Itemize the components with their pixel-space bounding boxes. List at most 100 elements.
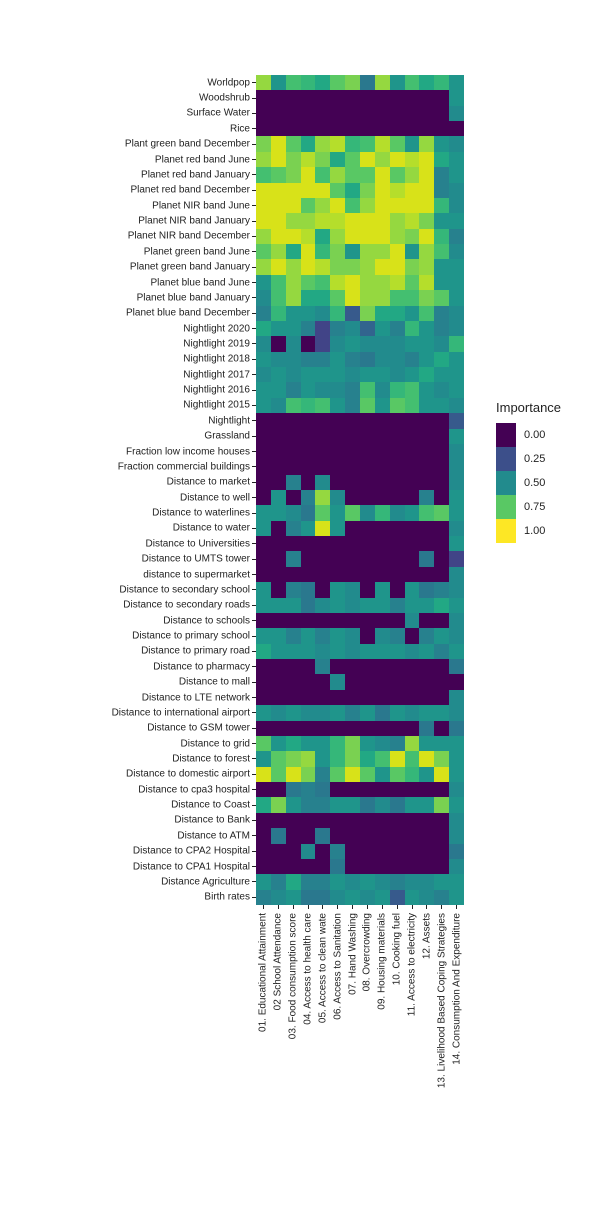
heatmap-cell <box>315 475 330 490</box>
heatmap-cell <box>449 275 464 290</box>
heatmap-cell <box>286 352 301 367</box>
heatmap-cell <box>449 844 464 859</box>
heatmap-cell <box>330 183 345 198</box>
heatmap-cell <box>405 813 420 828</box>
y-tick-mark <box>252 451 256 452</box>
heatmap-cell <box>301 690 316 705</box>
heatmap-cell <box>360 198 375 213</box>
heatmap-cell <box>375 413 390 428</box>
heatmap-cell <box>360 290 375 305</box>
heatmap-cell <box>449 75 464 90</box>
heatmap-cell <box>419 382 434 397</box>
heatmap-cell <box>271 874 286 889</box>
heatmap-cell <box>405 229 420 244</box>
heatmap-cell <box>405 429 420 444</box>
heatmap-cell <box>405 75 420 90</box>
heatmap-cell <box>286 859 301 874</box>
heatmap-cell <box>286 521 301 536</box>
heatmap-cell <box>360 613 375 628</box>
y-tick-mark <box>252 743 256 744</box>
y-tick-mark <box>252 236 256 237</box>
heatmap-cell <box>390 567 405 582</box>
y-tick-label: Plant green band December <box>125 139 250 150</box>
heatmap-cell <box>256 352 271 367</box>
heatmap-cell <box>375 75 390 90</box>
y-tick-label: Distance to primary school <box>132 631 250 642</box>
heatmap-cell <box>315 567 330 582</box>
heatmap-cell <box>315 183 330 198</box>
heatmap-cell <box>449 613 464 628</box>
heatmap-cell <box>449 444 464 459</box>
heatmap-cell <box>390 582 405 597</box>
heatmap-cell <box>449 644 464 659</box>
heatmap-cell <box>301 106 316 121</box>
heatmap-cell <box>434 797 449 812</box>
heatmap-cell <box>405 244 420 259</box>
heatmap-cell <box>330 536 345 551</box>
heatmap-cell <box>375 521 390 536</box>
y-tick-label: distance to supermarket <box>143 569 250 580</box>
heatmap-cell <box>256 459 271 474</box>
heatmap-cell <box>405 782 420 797</box>
heatmap-cell <box>301 828 316 843</box>
heatmap-cell <box>360 167 375 182</box>
heatmap-cell <box>434 628 449 643</box>
heatmap-cell <box>390 306 405 321</box>
y-tick-label: Distance to Bank <box>174 815 250 826</box>
heatmap-cell <box>301 659 316 674</box>
y-tick-mark <box>252 605 256 606</box>
heatmap-cell <box>256 782 271 797</box>
heatmap-cell <box>360 797 375 812</box>
heatmap-cell <box>271 321 286 336</box>
heatmap-cell <box>315 167 330 182</box>
heatmap-cell <box>449 198 464 213</box>
heatmap-cell <box>330 582 345 597</box>
heatmap-cell <box>330 167 345 182</box>
y-tick-label: Surface Water <box>186 108 250 119</box>
heatmap-cell <box>315 90 330 105</box>
heatmap-plot <box>256 75 464 905</box>
heatmap-cell <box>419 705 434 720</box>
heatmap-cell <box>286 367 301 382</box>
heatmap-cell <box>449 505 464 520</box>
y-tick-label: Nightlight 2019 <box>183 338 250 349</box>
heatmap-cell <box>345 321 360 336</box>
heatmap-cell <box>375 736 390 751</box>
y-tick-mark <box>252 174 256 175</box>
heatmap-cell <box>405 152 420 167</box>
y-tick-label: Planet NIR band January <box>138 216 250 227</box>
heatmap-cell <box>375 475 390 490</box>
y-tick-label: Distance to cpa3 hospital <box>138 784 250 795</box>
heatmap-cell <box>271 767 286 782</box>
heatmap-cell <box>330 751 345 766</box>
y-tick-mark <box>252 636 256 637</box>
heatmap-cell <box>330 382 345 397</box>
heatmap-cell <box>301 152 316 167</box>
heatmap-cell <box>271 505 286 520</box>
heatmap-cell <box>360 367 375 382</box>
heatmap-cell <box>434 782 449 797</box>
heatmap-cell <box>286 275 301 290</box>
heatmap-cell <box>271 167 286 182</box>
heatmap-cell <box>405 321 420 336</box>
heatmap-cell <box>345 306 360 321</box>
heatmap-cell <box>360 90 375 105</box>
heatmap-cell <box>256 797 271 812</box>
heatmap-cell <box>301 336 316 351</box>
y-tick-label: Distance to LTE network <box>142 692 250 703</box>
heatmap-cell <box>449 521 464 536</box>
heatmap-cell <box>375 874 390 889</box>
heatmap-cell <box>315 598 330 613</box>
heatmap-cell <box>286 628 301 643</box>
heatmap-cell <box>419 736 434 751</box>
heatmap-cell <box>419 751 434 766</box>
heatmap-cell <box>271 490 286 505</box>
heatmap-cell <box>405 290 420 305</box>
heatmap-cell <box>345 336 360 351</box>
heatmap-cell <box>315 705 330 720</box>
heatmap-cell <box>390 844 405 859</box>
heatmap-cell <box>286 828 301 843</box>
heatmap-cell <box>345 152 360 167</box>
heatmap-cell <box>315 828 330 843</box>
heatmap-cell <box>286 259 301 274</box>
